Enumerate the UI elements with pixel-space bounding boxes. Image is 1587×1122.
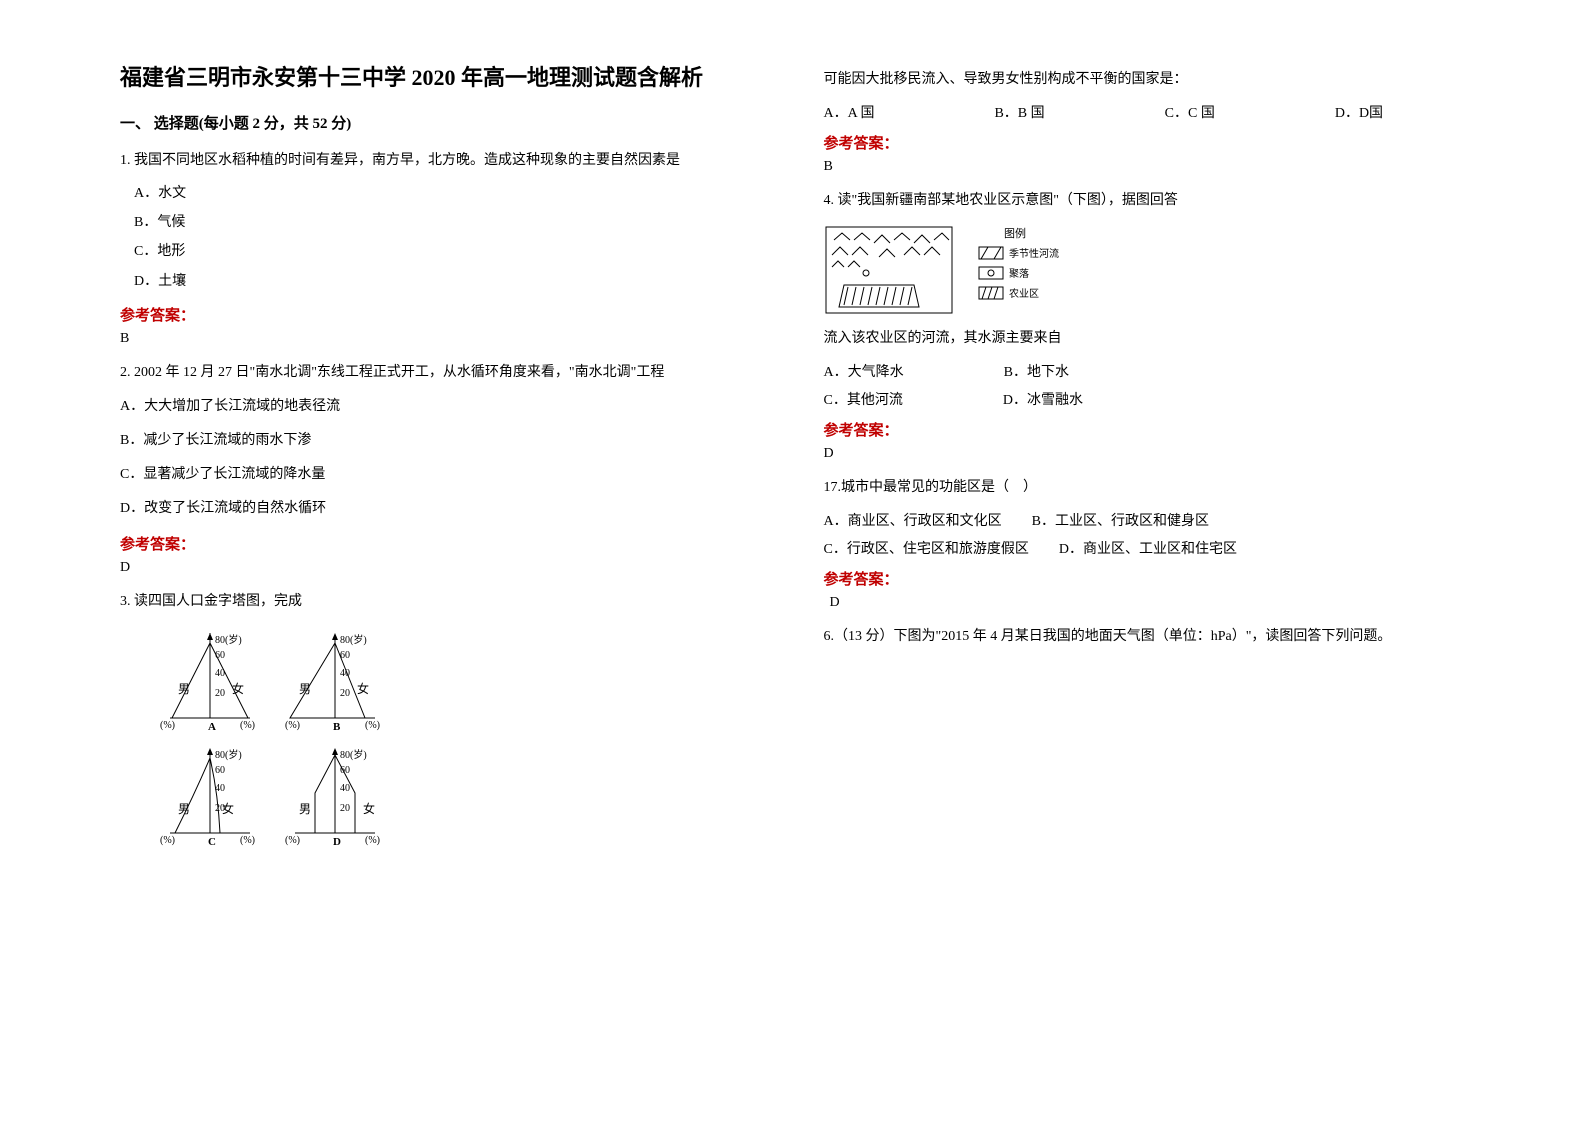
q3-options-row: A．A 国 B．B 国 C．C 国 D．D国 (824, 102, 1488, 122)
xinjiang-diagram: 图例 季节性河流 聚落 农业区 (824, 225, 1488, 315)
q3-option-c: C．C 国 (1165, 102, 1215, 122)
q2-answer-label: 参考答案： (120, 533, 784, 554)
xinjiang-map-svg (824, 225, 954, 315)
svg-text:80(岁): 80(岁) (340, 748, 367, 761)
q4-option-c: C．其他河流 (824, 389, 903, 409)
q2-text: 2. 2002 年 12 月 27 日"南水北调"东线工程正式开工，从水循环角度… (120, 359, 784, 387)
svg-text:80(岁): 80(岁) (340, 633, 367, 646)
q4-option-d: D．冰雪融水 (1003, 389, 1083, 409)
svg-text:(%): (%) (160, 835, 175, 846)
q17-option-b: B．工业区、行政区和健身区 (1032, 510, 1209, 530)
svg-text:(%): (%) (285, 835, 300, 846)
q3-followup: 可能因大批移民流入、导致男女性别构成不平衡的国家是： (824, 66, 1488, 94)
svg-text:(%): (%) (240, 720, 255, 731)
q4-option-a: A．大气降水 (824, 361, 904, 381)
q4-answer: D (824, 446, 1488, 462)
xinjiang-legend-svg: 图例 季节性河流 聚落 农业区 (974, 225, 1084, 315)
svg-text:60: 60 (215, 765, 225, 776)
svg-text:女: 女 (357, 681, 369, 696)
q17-option-c: C．行政区、住宅区和旅游度假区 (824, 538, 1029, 558)
q3-answer-label: 参考答案： (824, 132, 1488, 153)
q17-options-row-1: A．商业区、行政区和文化区 B．工业区、行政区和健身区 (824, 510, 1488, 530)
q4-option-b: B．地下水 (1004, 361, 1069, 381)
svg-text:女: 女 (222, 801, 234, 816)
q17-text: 17.城市中最常见的功能区是（ ） (824, 474, 1488, 502)
svg-text:D: D (333, 836, 341, 848)
svg-text:(%): (%) (160, 720, 175, 731)
q1-option-c: C．地形 (134, 239, 784, 264)
q3-option-d: D．D国 (1335, 102, 1383, 122)
q3-text: 3. 读四国人口金字塔图，完成 (120, 588, 784, 616)
q4-answer-label: 参考答案： (824, 419, 1488, 440)
q2-option-a: A．大大增加了长江流域的地表径流 (120, 393, 784, 421)
q1-text: 1. 我国不同地区水稻种植的时间有差异，南方早，北方晚。造成这种现象的主要自然因… (120, 147, 784, 175)
q2-answer: D (120, 560, 784, 576)
q4-sub: 流入该农业区的河流，其水源主要来自 (824, 325, 1488, 353)
svg-text:男: 男 (178, 802, 190, 816)
exam-title: 福建省三明市永安第十三中学 2020 年高一地理测试题含解析 (120, 60, 784, 92)
q17-answer: D (830, 595, 1488, 611)
svg-text:男: 男 (178, 682, 190, 696)
svg-text:80(岁): 80(岁) (215, 748, 242, 761)
svg-text:(%): (%) (365, 720, 380, 731)
svg-text:男: 男 (299, 802, 311, 816)
svg-text:女: 女 (363, 801, 375, 816)
legend-settlement: 聚落 (1009, 268, 1029, 280)
q2-option-b: B．减少了长江流域的雨水下渗 (120, 427, 784, 455)
q1-option-b: B．气候 (134, 210, 784, 235)
legend-farmland: 农业区 (1009, 287, 1039, 300)
q4-options-row-1: A．大气降水 B．地下水 (824, 361, 1488, 381)
q17-answer-label: 参考答案： (824, 568, 1488, 589)
q1-answer: B (120, 331, 784, 347)
svg-text:A: A (208, 721, 216, 733)
q17-option-a: A．商业区、行政区和文化区 (824, 510, 1002, 530)
svg-text:(%): (%) (365, 835, 380, 846)
q4-text: 4. 读"我国新疆南部某地农业区示意图"（下图），据图回答 (824, 187, 1488, 215)
svg-text:20: 20 (340, 803, 350, 814)
q3-option-b: B．B 国 (994, 102, 1044, 122)
q1-option-a: A．水文 (134, 181, 784, 206)
pyramid-svg: 80(岁) 60 40 20 男 女 (%) A (%) 80(岁) 60 40 (140, 628, 400, 858)
svg-text:B: B (333, 721, 341, 733)
svg-text:(%): (%) (285, 720, 300, 731)
q3-option-a: A．A 国 (824, 102, 875, 122)
q2-option-d: D．改变了长江流域的自然水循环 (120, 495, 784, 523)
q4-options-row-2: C．其他河流 D．冰雪融水 (824, 389, 1488, 409)
q2-option-c: C．显著减少了长江流域的降水量 (120, 461, 784, 489)
q3-answer: B (824, 159, 1488, 175)
svg-text:C: C (208, 836, 216, 848)
legend-title: 图例 (1004, 226, 1026, 240)
right-column: 可能因大批移民流入、导致男女性别构成不平衡的国家是： A．A 国 B．B 国 C… (804, 60, 1508, 1082)
age-80: 80(岁) (215, 633, 242, 646)
population-pyramid-figure: 80(岁) 60 40 20 男 女 (%) A (%) 80(岁) 60 40 (140, 628, 784, 863)
q6-text: 6.（13 分）下图为"2015 年 4 月某日我国的地面天气图（单位：hPa）… (824, 623, 1488, 651)
svg-text:20: 20 (340, 688, 350, 699)
svg-text:20: 20 (215, 688, 225, 699)
q17-option-d: D．商业区、工业区和住宅区 (1059, 538, 1237, 558)
legend-river: 季节性河流 (1009, 247, 1059, 260)
left-column: 福建省三明市永安第十三中学 2020 年高一地理测试题含解析 一、 选择题(每小… (100, 60, 804, 1082)
q17-options-row-2: C．行政区、住宅区和旅游度假区 D．商业区、工业区和住宅区 (824, 538, 1488, 558)
section-1-header: 一、 选择题(每小题 2 分，共 52 分) (120, 112, 784, 133)
svg-text:40: 40 (340, 783, 350, 794)
svg-text:女: 女 (232, 681, 244, 696)
svg-text:(%): (%) (240, 835, 255, 846)
svg-text:男: 男 (299, 682, 311, 696)
q1-option-d: D．土壤 (134, 269, 784, 294)
q1-answer-label: 参考答案： (120, 304, 784, 325)
